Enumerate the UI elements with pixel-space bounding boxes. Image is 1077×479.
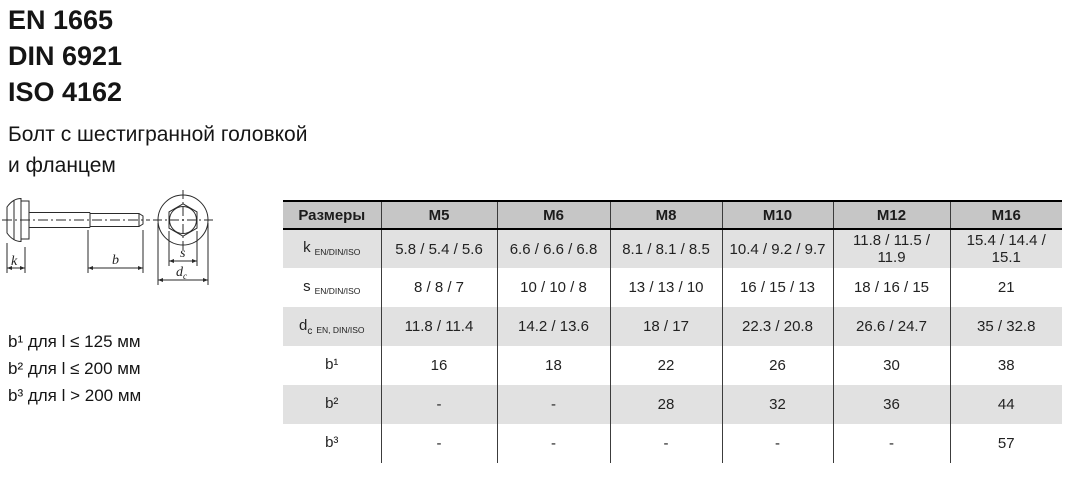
- k-dimension-label: k: [11, 254, 18, 269]
- cell-b3-m6: -: [496, 424, 610, 463]
- cell-k-m16: 15.4 / 14.4 / 15.1: [949, 229, 1062, 268]
- cell-s-m5: 8 / 8 / 7: [380, 268, 497, 307]
- product-title-line2: и фланцем: [8, 154, 116, 177]
- k-dimension-arrows: [7, 266, 25, 270]
- header-m5: M5: [380, 200, 497, 230]
- cell-k-m8: 8.1 / 8.1 / 8.5: [609, 229, 722, 268]
- cell-dc-m12: 26.6 / 24.7: [832, 307, 950, 346]
- cell-b2-m12: 36: [832, 385, 950, 424]
- table-header-row: Размеры M5 M6 M8 M10 M12 M16: [283, 200, 1062, 230]
- cell-b1-m8: 22: [609, 346, 722, 385]
- cell-dc-m16: 35 / 32.8: [949, 307, 1062, 346]
- row-label-b3: b³: [325, 433, 339, 451]
- row-label-dc: dc EN, DIN/ISO: [298, 316, 365, 337]
- note-b2: b² для l ≤ 200 мм: [8, 359, 141, 378]
- cell-dc-m10: 22.3 / 20.8: [721, 307, 833, 346]
- bolt-shank: [29, 212, 91, 228]
- s-dimension-label: s: [180, 246, 186, 261]
- table-row-b2: b² - - 28 32 36 44: [283, 385, 1062, 424]
- standards-block: EN 1665 DIN 6921 ISO 4162: [8, 2, 122, 110]
- table-row-s: s EN/DIN/ISO 8 / 8 / 7 10 / 10 / 8 13 / 1…: [283, 268, 1062, 307]
- dc-dimension-arrows: [158, 278, 208, 282]
- bolt-technical-drawing: k b s dc: [2, 189, 240, 294]
- note-b1: b¹ для l ≤ 125 мм: [8, 332, 141, 351]
- cell-s-m8: 13 / 13 / 10: [609, 268, 722, 307]
- cell-s-m12: 18 / 16 / 15: [832, 268, 950, 307]
- cell-b2-m8: 28: [609, 385, 722, 424]
- cell-dc-m5: 11.8 / 11.4: [380, 307, 497, 346]
- length-notes: b¹ для l ≤ 125 мм b² для l ≤ 200 мм b³ д…: [8, 328, 141, 409]
- row-label-b1: b¹: [325, 355, 339, 373]
- header-m8: M8: [609, 200, 722, 230]
- product-title: Болт с шестигранной головкой и фланцем: [8, 119, 307, 181]
- table-row-b1: b¹ 16 18 22 26 30 38: [283, 346, 1062, 385]
- cell-b2-m16: 44: [949, 385, 1062, 424]
- cell-k-m10: 10.4 / 9.2 / 9.7: [721, 229, 833, 268]
- dc-dimension-label: dc: [176, 265, 187, 281]
- cell-b3-m10: -: [721, 424, 833, 463]
- standard-en: EN 1665: [8, 5, 114, 35]
- header-m6: M6: [496, 200, 610, 230]
- header-m10: M10: [721, 200, 833, 230]
- cell-b3-m8: -: [609, 424, 722, 463]
- cell-k-m12: 11.8 / 11.5 / 11.9: [832, 229, 950, 268]
- note-b3: b³ для l > 200 мм: [8, 386, 142, 405]
- row-label-b2: b²: [325, 394, 339, 412]
- table-row-dc: dc EN, DIN/ISO 11.8 / 11.4 14.2 / 13.6 18…: [283, 307, 1062, 346]
- table-row-k: k EN/DIN/ISO 5.8 / 5.4 / 5.6 6.6 / 6.6 / …: [283, 229, 1062, 268]
- cell-b2-m10: 32: [721, 385, 833, 424]
- cell-s-m16: 21: [949, 268, 1062, 307]
- cell-k-m6: 6.6 / 6.6 / 6.8: [496, 229, 610, 268]
- cell-b2-m6: -: [496, 385, 610, 424]
- cell-b1-m5: 16: [380, 346, 497, 385]
- cell-dc-m6: 14.2 / 13.6: [496, 307, 610, 346]
- b-dimension-label: b: [112, 253, 119, 268]
- cell-b1-m16: 38: [949, 346, 1062, 385]
- dimensions-table: Размеры M5 M6 M8 M10 M12 M16 k EN/DIN/ISO…: [283, 200, 1062, 463]
- row-label-s: s EN/DIN/ISO: [303, 277, 361, 296]
- washer-face-circle: [169, 206, 197, 234]
- standard-iso: ISO 4162: [8, 77, 123, 107]
- header-m12: M12: [832, 200, 950, 230]
- product-title-line1: Болт с шестигранной головкой: [8, 123, 308, 146]
- table-row-b3: b³ - - - - - 57: [283, 424, 1062, 463]
- cell-k-m5: 5.8 / 5.4 / 5.6: [380, 229, 497, 268]
- cell-s-m10: 16 / 15 / 13: [721, 268, 833, 307]
- cell-b1-m6: 18: [496, 346, 610, 385]
- cell-b2-m5: -: [380, 385, 497, 424]
- cell-b1-m10: 26: [721, 346, 833, 385]
- cell-dc-m8: 18 / 17: [609, 307, 722, 346]
- bolt-head-outline: [6, 197, 22, 243]
- standard-din: DIN 6921: [8, 41, 123, 71]
- cell-b3-m5: -: [380, 424, 497, 463]
- cell-b3-m16: 57: [949, 424, 1062, 463]
- cell-s-m6: 10 / 10 / 8: [496, 268, 610, 307]
- header-m16: M16: [949, 200, 1062, 230]
- cell-b1-m12: 30: [832, 346, 950, 385]
- row-label-k: k EN/DIN/ISO: [303, 239, 361, 257]
- cell-b3-m12: -: [832, 424, 950, 463]
- header-sizes: Размеры: [283, 200, 381, 230]
- bolt-drawing-svg: k b s dc: [2, 190, 213, 285]
